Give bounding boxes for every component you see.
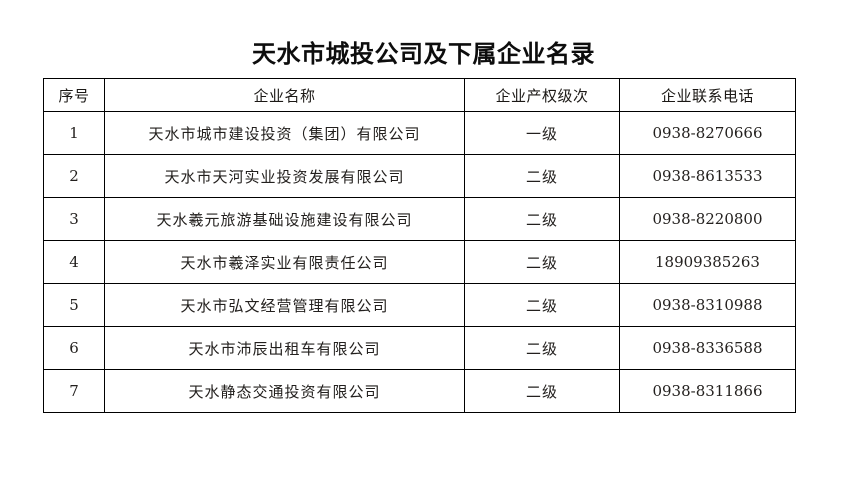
cell-index: 2	[43, 154, 105, 198]
cell-ownership-level: 二级	[464, 154, 620, 198]
table-header-row: 序号 企业名称 企业产权级次 企业联系电话	[43, 78, 796, 112]
cell-contact-phone: 0938-8310988	[619, 283, 796, 327]
page-title: 天水市城投公司及下属企业名录	[252, 39, 595, 68]
cell-contact-phone: 0938-8311866	[619, 369, 796, 413]
cell-company-name: 天水市弘文经营管理有限公司	[104, 283, 465, 327]
table-row: 5 天水市弘文经营管理有限公司 二级 0938-8310988	[43, 283, 796, 327]
cell-company-name: 天水市羲泽实业有限责任公司	[104, 240, 465, 284]
cell-index: 3	[43, 197, 105, 241]
cell-company-name: 天水市城市建设投资（集团）有限公司	[104, 111, 465, 155]
cell-company-name: 天水市天河实业投资发展有限公司	[104, 154, 465, 198]
company-roster-table: 序号 企业名称 企业产权级次 企业联系电话 1 天水市城市建设投资（集团）有限公…	[43, 78, 796, 413]
cell-index: 6	[43, 326, 105, 370]
cell-ownership-level: 二级	[464, 240, 620, 284]
cell-company-name: 天水羲元旅游基础设施建设有限公司	[104, 197, 465, 241]
cell-contact-phone: 0938-8220800	[619, 197, 796, 241]
cell-ownership-level: 二级	[464, 283, 620, 327]
table-row: 6 天水市沛辰出租车有限公司 二级 0938-8336588	[43, 326, 796, 370]
cell-index: 1	[43, 111, 105, 155]
cell-company-name: 天水静态交通投资有限公司	[104, 369, 465, 413]
cell-contact-phone: 0938-8336588	[619, 326, 796, 370]
cell-ownership-level: 二级	[464, 369, 620, 413]
table-row: 1 天水市城市建设投资（集团）有限公司 一级 0938-8270666	[43, 111, 796, 155]
cell-contact-phone: 18909385263	[619, 240, 796, 284]
cell-company-name: 天水市沛辰出租车有限公司	[104, 326, 465, 370]
table-header: 序号 企业名称 企业产权级次 企业联系电话	[43, 78, 796, 112]
table-row: 3 天水羲元旅游基础设施建设有限公司 二级 0938-8220800	[43, 197, 796, 241]
table-row: 4 天水市羲泽实业有限责任公司 二级 18909385263	[43, 240, 796, 284]
cell-index: 5	[43, 283, 105, 327]
column-header-level: 企业产权级次	[464, 78, 620, 112]
column-header-name: 企业名称	[104, 78, 465, 112]
table-body: 1 天水市城市建设投资（集团）有限公司 一级 0938-8270666 2 天水…	[43, 111, 796, 413]
table-row: 7 天水静态交通投资有限公司 二级 0938-8311866	[43, 369, 796, 413]
column-header-index: 序号	[43, 78, 105, 112]
cell-contact-phone: 0938-8270666	[619, 111, 796, 155]
column-header-phone: 企业联系电话	[619, 78, 796, 112]
cell-index: 7	[43, 369, 105, 413]
cell-ownership-level: 二级	[464, 326, 620, 370]
table-row: 2 天水市天河实业投资发展有限公司 二级 0938-8613533	[43, 154, 796, 198]
cell-ownership-level: 二级	[464, 197, 620, 241]
cell-index: 4	[43, 240, 105, 284]
cell-ownership-level: 一级	[464, 111, 620, 155]
roster-table-container: 序号 企业名称 企业产权级次 企业联系电话 1 天水市城市建设投资（集团）有限公…	[43, 78, 796, 413]
cell-contact-phone: 0938-8613533	[619, 154, 796, 198]
